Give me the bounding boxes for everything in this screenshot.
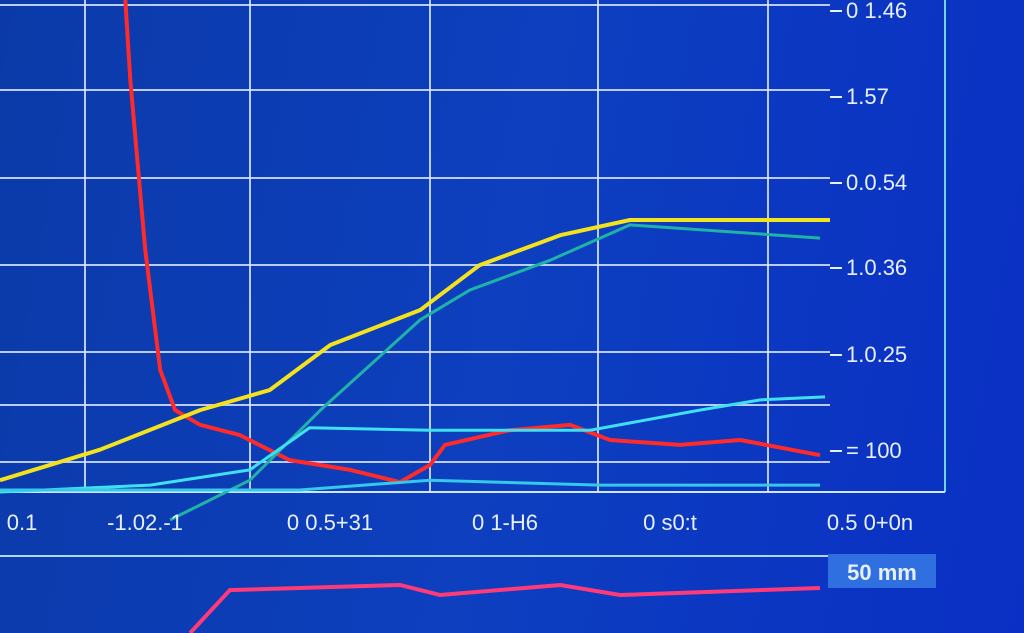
x-tick-labels: 0.1 -1.02.-1 0 0.5+31 0 1-H6 0 s0:t 0.5 0+0n [7, 510, 913, 535]
x-tick-label: 0 s0:t [643, 510, 697, 535]
y-tick-label: 0.0.54 [846, 170, 907, 195]
x-tick-label: 0 0.5+31 [287, 510, 373, 535]
y-tick-label: 1.0.25 [846, 342, 907, 367]
series-line-0 [123, 0, 821, 485]
lower-panel-line [188, 582, 821, 633]
series-line-2 [169, 223, 821, 522]
series-line-1 [0, 218, 830, 483]
lower-panel-label-box [828, 554, 936, 588]
lower-panel-label: 50 mm [847, 560, 917, 585]
y-tick-label: 1.57 [846, 84, 889, 109]
y-tick-label: 1.0.36 [846, 255, 907, 280]
series-group [0, 0, 830, 633]
grid [0, 0, 830, 492]
y-tick-label: = 100 [846, 438, 902, 463]
x-tick-label: 0.5 0+0n [827, 510, 913, 535]
y-tick-label: 0 1.46 [846, 0, 907, 23]
series-line-4 [0, 478, 821, 492]
x-tick-label: 0 1-H6 [472, 510, 538, 535]
x-tick-label: 0.1 [7, 510, 38, 535]
x-tick-label: -1.02.-1 [107, 510, 183, 535]
series-line-3 [0, 395, 826, 494]
y-tick-labels: 0 1.46 1.57 0.0.54 1.0.36 1.0.25 = 100 [830, 0, 907, 463]
